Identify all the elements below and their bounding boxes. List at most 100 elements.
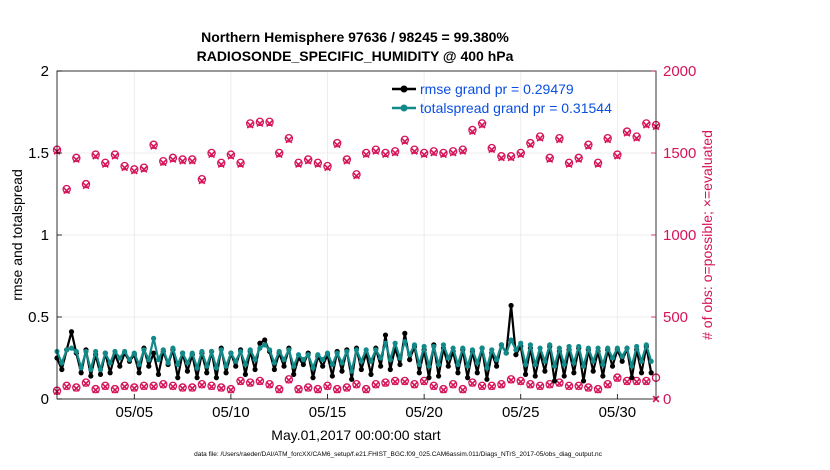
rmse-point xyxy=(194,375,200,381)
totalspread-point xyxy=(532,361,538,368)
obs-possible-marker xyxy=(226,384,236,394)
obs-evaluated-marker xyxy=(575,156,583,164)
obs-possible-marker xyxy=(448,379,458,389)
obs-possible-marker xyxy=(110,384,120,394)
totalspread-point xyxy=(155,357,162,363)
rmse-point xyxy=(590,368,596,374)
obs-possible-marker xyxy=(139,163,149,173)
rmse-point xyxy=(257,340,263,346)
obs-possible-marker xyxy=(188,155,197,164)
y-axis-right-ticks: 0 500 1000 1500 2000 xyxy=(651,63,696,408)
obs-possible-marker xyxy=(274,148,284,158)
obs-possible-marker xyxy=(313,158,323,168)
obs-possible-marker xyxy=(381,148,390,158)
totalspread-point xyxy=(112,348,118,355)
obs-evaluated-marker xyxy=(411,147,418,155)
obs-evaluated-marker xyxy=(285,136,293,144)
obs-possible-marker xyxy=(593,158,603,168)
obs-possible-marker xyxy=(632,132,641,141)
totalspread-point xyxy=(643,342,649,348)
obs-evaluated-marker xyxy=(555,379,563,387)
totalspread-point xyxy=(213,365,220,371)
obs-possible-marker xyxy=(506,152,516,161)
obs-possible-marker xyxy=(352,379,361,389)
totalspread-point xyxy=(175,361,181,368)
obs-possible-marker xyxy=(303,383,313,392)
rmse-point xyxy=(522,371,529,377)
rmse-point xyxy=(397,361,403,368)
rmse-point xyxy=(78,370,84,376)
x-axis-ticks: 05/05 05/10 05/15 05/20 05/25 05/30 xyxy=(116,394,636,421)
totalspread-point xyxy=(170,345,176,351)
chart-subtitle: RADIOSONDE_SPECIFIC_HUMIDITY @ 400 hPa xyxy=(197,48,514,64)
obs-evaluated-marker xyxy=(497,381,505,389)
y-left-tick-label: 1.5 xyxy=(28,145,49,162)
obs-possible-marker xyxy=(62,184,71,194)
totalspread-point xyxy=(508,337,514,343)
totalspread-point xyxy=(107,360,113,366)
rmse-point xyxy=(242,371,248,377)
totalspread-point xyxy=(271,360,277,366)
obs-evaluated-marker xyxy=(382,151,389,159)
totalspread-point xyxy=(580,363,587,369)
totalspread-point xyxy=(551,363,558,369)
rmse-point xyxy=(387,366,393,373)
totalspread-point xyxy=(286,347,292,353)
totalspread-point xyxy=(223,363,229,369)
y-left-tick-label: 0 xyxy=(41,391,49,408)
totalspread-point xyxy=(358,358,364,364)
totalspread-point xyxy=(117,355,123,361)
totalspread-point xyxy=(266,347,273,353)
totalspread-point xyxy=(542,358,548,364)
totalspread-point xyxy=(329,361,335,368)
totalspread-point xyxy=(189,350,195,356)
totalspread-point xyxy=(378,355,384,361)
totalspread-point xyxy=(257,345,263,351)
obs-possible-marker xyxy=(371,379,381,389)
totalspread-point xyxy=(484,365,490,371)
totalspread-point xyxy=(431,343,437,350)
obs-possible-marker xyxy=(603,379,612,389)
obs-possible-marker xyxy=(130,383,139,392)
obs-evaluated-marker xyxy=(391,378,399,386)
obs-evaluated-marker xyxy=(633,134,641,142)
totalspread-point xyxy=(460,345,466,351)
obs-possible-marker xyxy=(149,140,158,150)
totalspread-point xyxy=(513,347,519,353)
totalspread-point xyxy=(624,345,630,351)
obs-possible-marker xyxy=(526,138,535,148)
obs-possible-marker xyxy=(439,148,448,158)
obs-possible-marker xyxy=(284,375,294,384)
obs-evaluated-marker xyxy=(478,121,486,129)
rmse-point xyxy=(310,375,316,381)
totalspread-point xyxy=(233,358,239,364)
obs-possible-marker xyxy=(603,133,612,143)
obs-possible-marker xyxy=(545,379,554,389)
rmse-point xyxy=(349,376,355,382)
obs-possible-marker xyxy=(332,384,342,394)
obs-evaluated-marker xyxy=(314,386,322,394)
rmse-point xyxy=(300,361,306,368)
obs-possible-marker xyxy=(323,161,332,171)
obs-evaluated-marker xyxy=(507,154,515,162)
totalspread-point xyxy=(93,348,99,355)
obs-possible-marker xyxy=(477,381,487,391)
rmse-point xyxy=(455,370,461,376)
obs-possible-marker xyxy=(139,381,149,391)
rmse-point xyxy=(262,337,268,343)
obs-evaluated-marker xyxy=(111,386,119,394)
rmse-point xyxy=(146,363,152,369)
obs-evaluated-marker xyxy=(401,138,409,145)
totalspread-point xyxy=(373,347,379,353)
rmse-point xyxy=(402,330,408,336)
obs-evaluated-marker xyxy=(353,381,360,389)
rmse-point xyxy=(508,302,514,309)
obs-evaluated-marker xyxy=(304,157,312,165)
obs-evaluated-marker xyxy=(198,177,206,185)
obs-evaluated-marker xyxy=(92,386,100,394)
totalspread-point xyxy=(310,365,316,371)
obs-possible-marker xyxy=(361,148,371,158)
obs-possible-marker xyxy=(458,145,468,154)
obs-evaluated-marker xyxy=(314,161,322,168)
totalspread-point xyxy=(179,350,186,356)
